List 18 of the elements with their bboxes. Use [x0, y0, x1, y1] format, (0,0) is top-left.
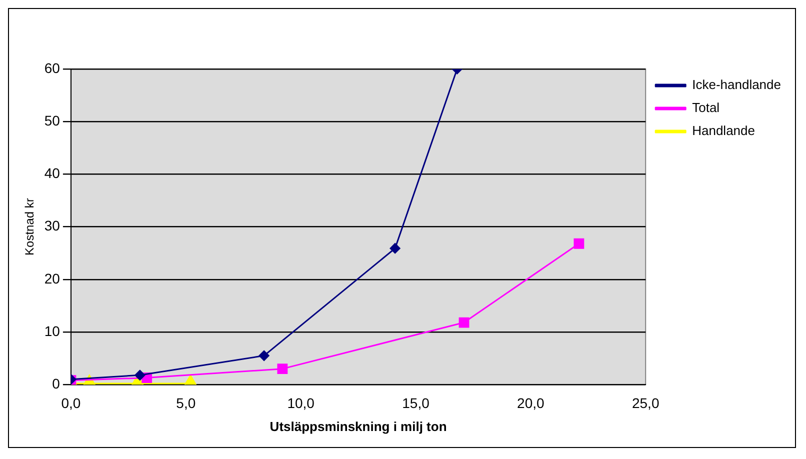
y-tick-label: 60 [44, 60, 60, 76]
x-tick-label: 10,0 [287, 394, 315, 411]
x-tick-label: 25,0 [632, 394, 660, 411]
legend-label: Icke-handlande [692, 77, 782, 92]
y-tick-label: 10 [44, 322, 60, 339]
legend-label: Handlande [692, 123, 755, 138]
legend-label: Total [692, 100, 720, 116]
y-tick-label: 50 [44, 112, 60, 128]
y-tick-label: 30 [44, 218, 60, 234]
y-axis-title: Kostnad kr [22, 198, 37, 256]
y-tick-label: 40 [44, 165, 60, 182]
y-tick-label: 20 [44, 270, 60, 286]
y-tick-label: 0 [52, 375, 60, 392]
x-axis-title: Utsläppsminskning i milj ton [270, 418, 447, 434]
x-tick-label: 15,0 [402, 394, 430, 411]
x-tick-label: 0,0 [61, 394, 81, 411]
x-tick-label: 5,0 [176, 394, 196, 411]
x-tick-label: 20,0 [517, 394, 545, 411]
